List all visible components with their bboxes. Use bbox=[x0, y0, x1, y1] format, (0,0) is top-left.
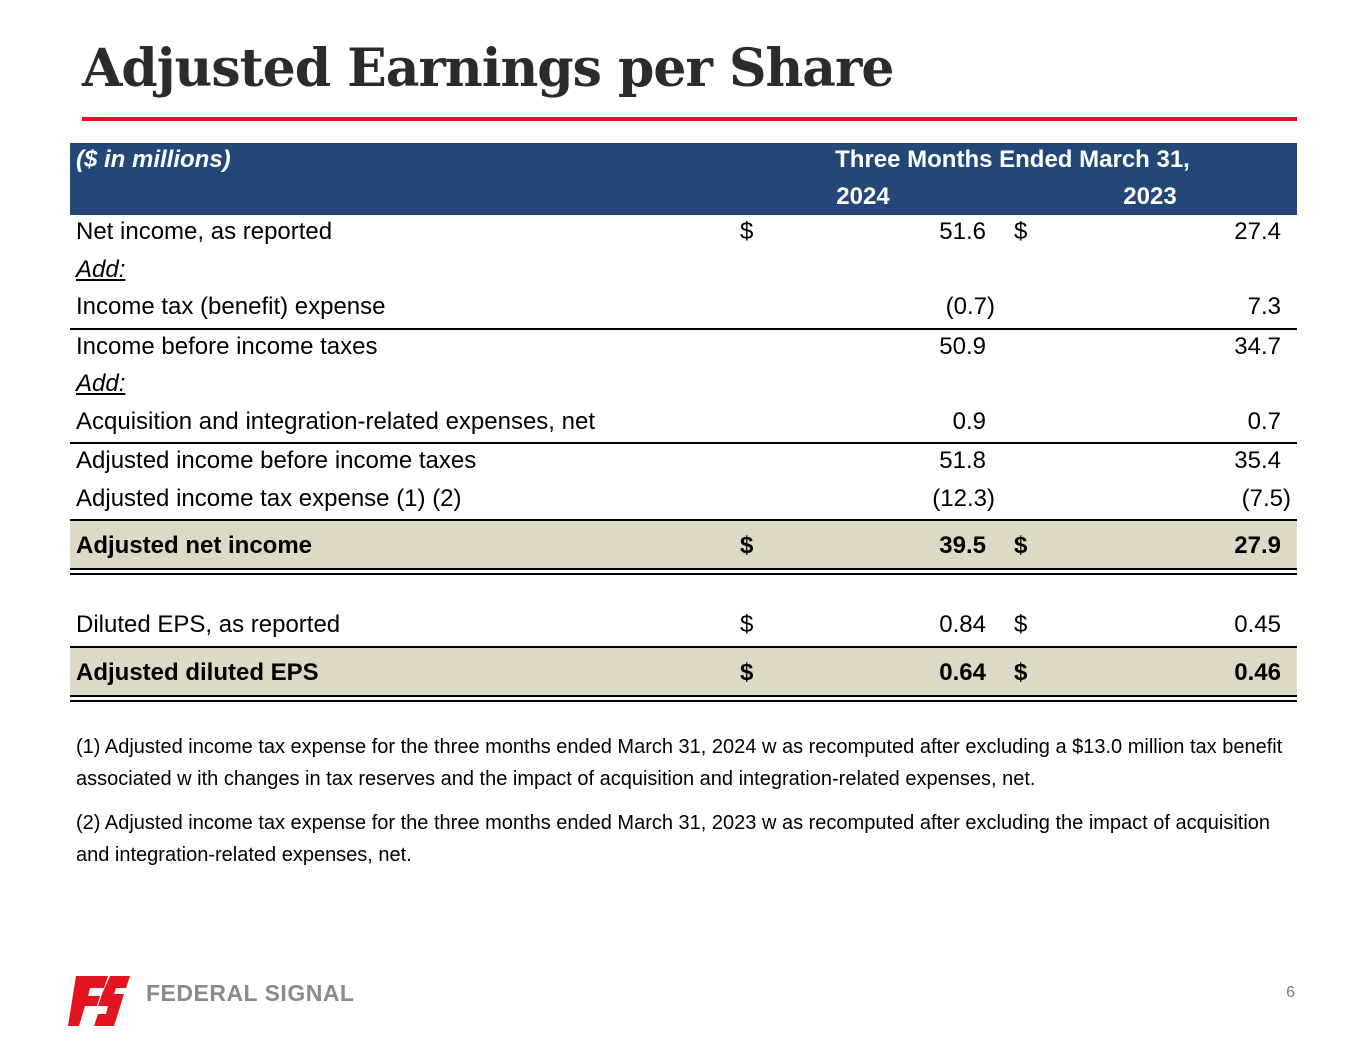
currency-symbol: $ bbox=[1014, 658, 1028, 686]
table-row: Diluted EPS, as reported $ 0.84 $ 0.45 bbox=[70, 608, 1297, 646]
footnote-2: (2) Adjusted income tax expense for the … bbox=[76, 812, 1271, 866]
row-label: Income before income taxes bbox=[76, 332, 378, 360]
year-2023-header: 2023 bbox=[1123, 183, 1177, 210]
value-2024: 51.8 bbox=[939, 447, 986, 474]
value-2024: 50.9 bbox=[939, 332, 986, 360]
value-2024: 0.84 bbox=[939, 611, 986, 638]
adjusted-net-income-row: Adjusted net income $ 39.5 $ 27.9 bbox=[70, 519, 1297, 568]
year-2024-header: 2024 bbox=[836, 183, 890, 210]
page-title: Adjusted Earnings per Share bbox=[82, 38, 894, 99]
value-2023: (7.5) bbox=[1241, 484, 1291, 512]
double-underline bbox=[70, 694, 1297, 702]
row-label: Adjusted income before income taxes bbox=[76, 447, 477, 474]
table-row: Income before income taxes 50.9 34.7 bbox=[70, 330, 1297, 368]
row-label: Adjusted net income bbox=[76, 532, 313, 559]
double-underline bbox=[70, 568, 1297, 575]
value-2024: 0.9 bbox=[952, 407, 986, 435]
row-label: Net income, as reported bbox=[76, 218, 333, 245]
value-2024: 39.5 bbox=[939, 532, 986, 559]
table-row: Add: bbox=[70, 253, 1297, 291]
row-label: Diluted EPS, as reported bbox=[76, 611, 341, 638]
value-2024: 0.64 bbox=[939, 658, 986, 686]
period-header: Three Months Ended March 31, bbox=[835, 146, 1190, 173]
row-label: Adjusted income tax expense (1) (2) bbox=[76, 484, 462, 512]
federal-signal-logo-icon bbox=[68, 976, 130, 1026]
adjusted-diluted-eps-row: Adjusted diluted EPS $ 0.64 $ 0.46 bbox=[70, 645, 1297, 695]
table-row: Adjusted income before income taxes 51.8… bbox=[70, 444, 1297, 482]
value-2024: 51.6 bbox=[939, 218, 986, 245]
value-2024: (12.3) bbox=[932, 484, 995, 512]
currency-symbol: $ bbox=[740, 611, 754, 638]
page-number: 6 bbox=[1286, 984, 1295, 1001]
table-row: Acquisition and integration-related expe… bbox=[70, 405, 1297, 444]
value-2023: 27.4 bbox=[1234, 218, 1281, 245]
federal-signal-logo: FEDERAL SIGNAL bbox=[68, 970, 358, 1030]
value-2023: 27.9 bbox=[1234, 532, 1281, 559]
value-2023: 34.7 bbox=[1234, 332, 1281, 360]
currency-symbol: $ bbox=[740, 658, 754, 686]
table-row: Net income, as reported $ 51.6 $ 27.4 bbox=[70, 215, 1297, 253]
row-label: Income tax (benefit) expense bbox=[76, 293, 386, 320]
value-2024: (0.7) bbox=[945, 293, 995, 320]
currency-symbol: $ bbox=[1014, 218, 1028, 245]
title-divider bbox=[82, 117, 1297, 121]
currency-symbol: $ bbox=[1014, 611, 1028, 638]
row-label: Adjusted diluted EPS bbox=[76, 658, 319, 686]
row-label: Acquisition and integration-related expe… bbox=[76, 407, 595, 435]
currency-symbol: $ bbox=[1014, 532, 1028, 559]
footnote-1: (1) Adjusted income tax expense for the … bbox=[76, 736, 1283, 790]
row-label: Add: bbox=[76, 370, 126, 397]
eps-table: ($ in millions) Three Months Ended March… bbox=[70, 143, 1297, 702]
value-2023: 0.46 bbox=[1234, 658, 1281, 686]
table-row: Add: bbox=[70, 367, 1297, 405]
value-2023: 0.7 bbox=[1247, 407, 1281, 435]
footnotes: (1) Adjusted income tax expense for the … bbox=[76, 731, 1296, 883]
logo-wordmark: FEDERAL SIGNAL bbox=[146, 980, 355, 1006]
value-2023: 35.4 bbox=[1234, 447, 1281, 474]
value-2023: 0.45 bbox=[1234, 611, 1281, 638]
units-label: ($ in millions) bbox=[76, 146, 231, 173]
value-2023: 7.3 bbox=[1247, 293, 1281, 320]
table-header: ($ in millions) Three Months Ended March… bbox=[70, 143, 1297, 215]
row-label: Add: bbox=[76, 255, 126, 283]
table-row: Adjusted income tax expense (1) (2) (12.… bbox=[70, 482, 1297, 520]
currency-symbol: $ bbox=[740, 532, 754, 559]
table-row: Income tax (benefit) expense (0.7) 7.3 bbox=[70, 290, 1297, 330]
currency-symbol: $ bbox=[740, 218, 754, 245]
